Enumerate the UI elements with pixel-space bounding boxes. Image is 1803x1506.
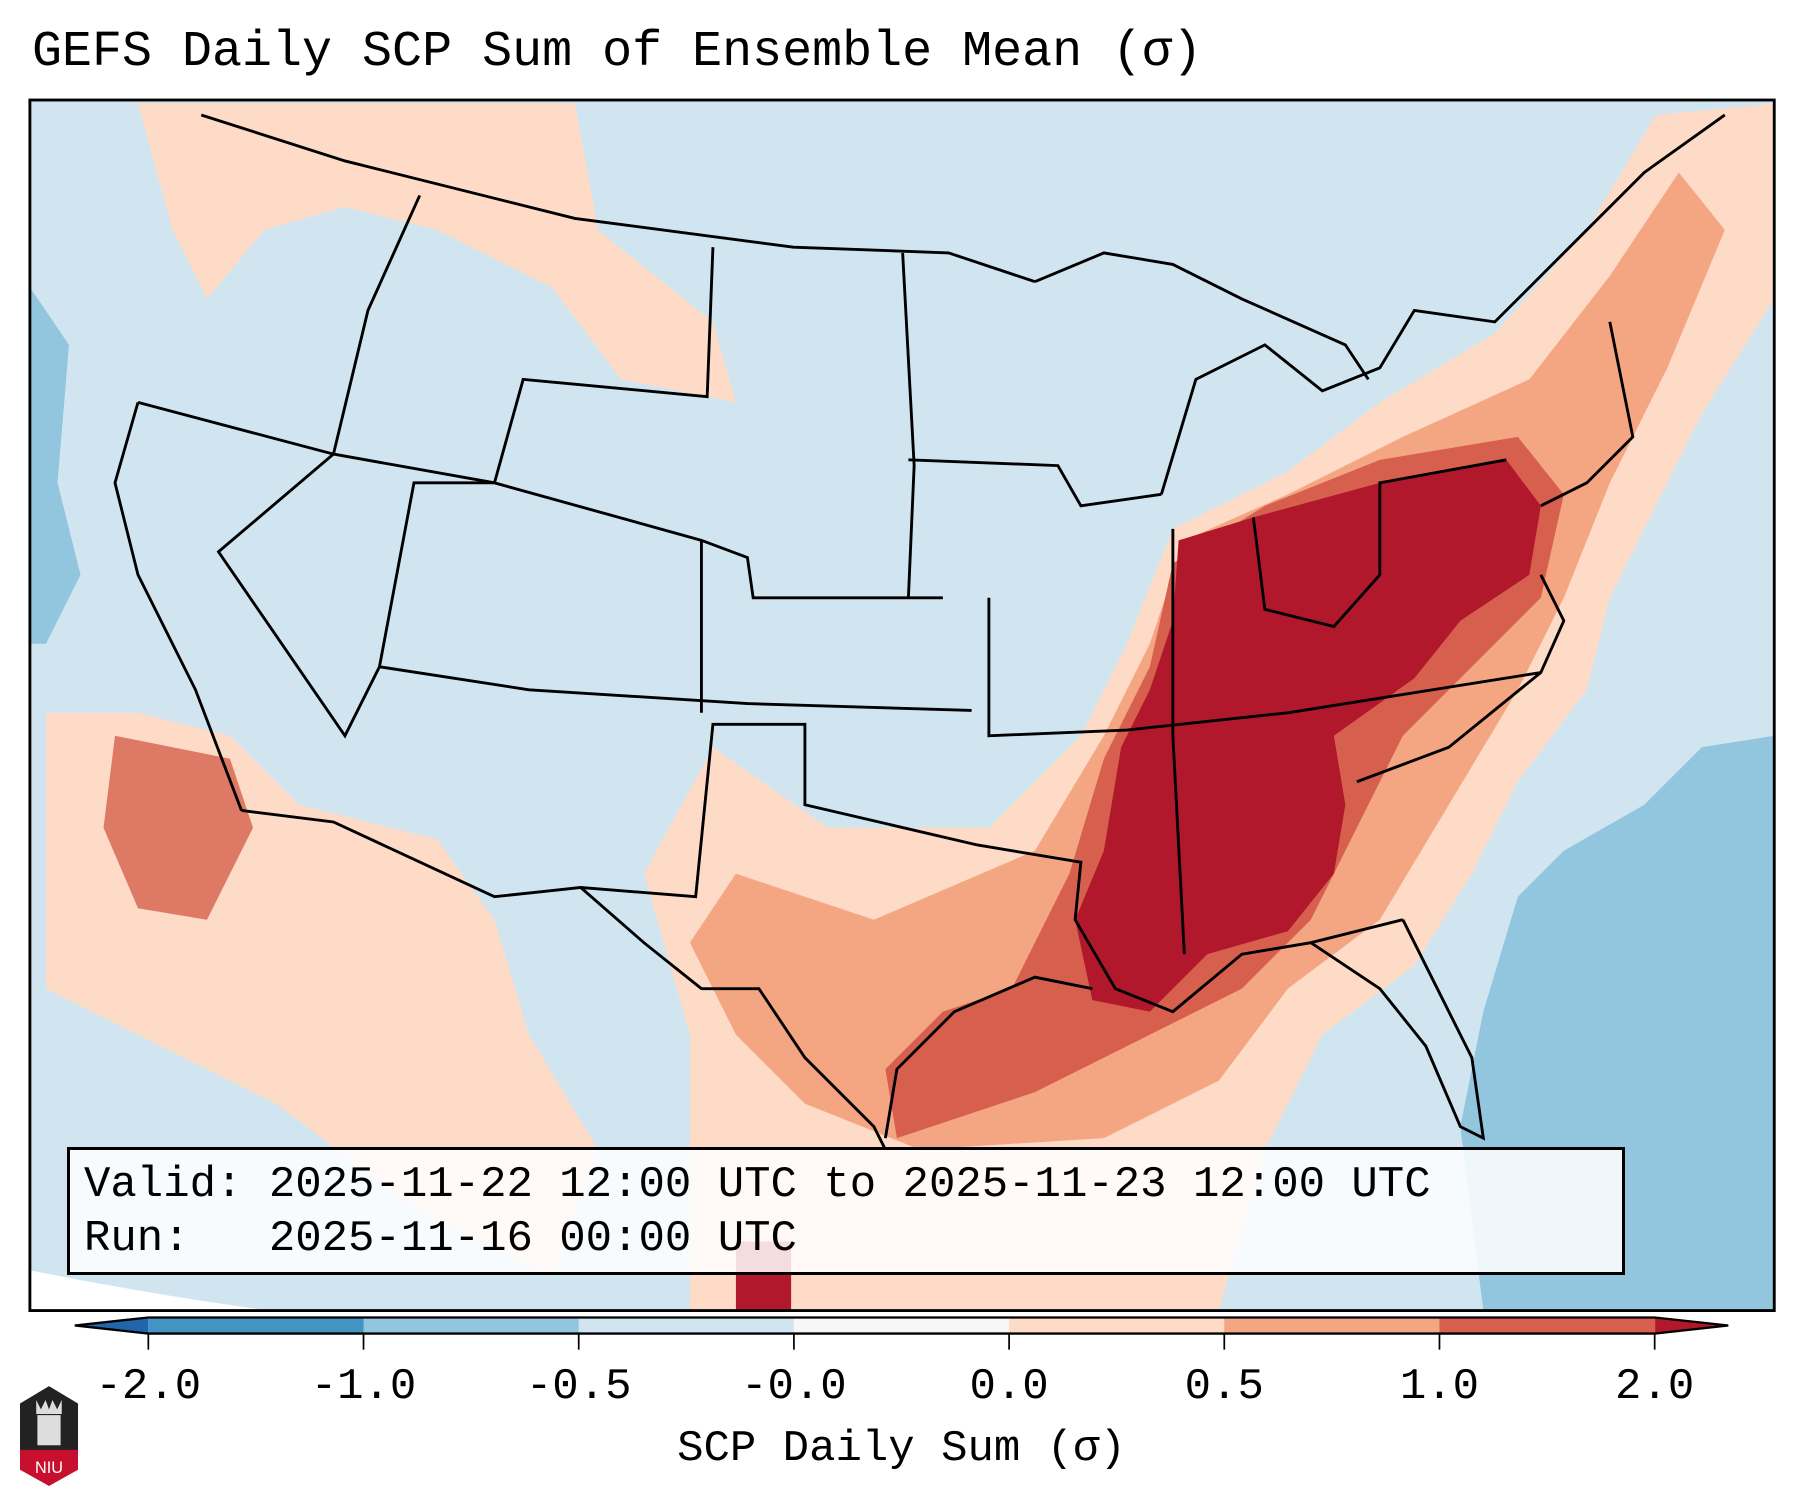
colorbar-tick-label: -1.0 — [310, 1362, 417, 1412]
colorbar-segment — [793, 1317, 1010, 1334]
borders — [113, 113, 1726, 1151]
colorbar-tick-label: 2.0 — [1615, 1362, 1695, 1412]
region-sw-strong — [103, 735, 253, 920]
colorbar-tick-label: -0.5 — [525, 1362, 632, 1412]
colorbar-tick-label: -2.0 — [95, 1362, 202, 1412]
region-nw-light — [137, 103, 736, 403]
colorbar-segment — [148, 1317, 365, 1334]
colorbar-tick-label: 1.0 — [1399, 1362, 1480, 1412]
colorbar-tick-label: 0.5 — [1184, 1362, 1264, 1412]
region-east-extreme — [1075, 459, 1541, 1012]
colorbar-tick-label: 0.0 — [969, 1362, 1049, 1412]
colorbar — [74, 1316, 1729, 1350]
niu-logo: NIU — [20, 1386, 78, 1486]
colorbar-extend-under — [74, 1317, 149, 1334]
svg-text:NIU: NIU — [35, 1459, 63, 1477]
colorbar-segment — [1009, 1317, 1225, 1334]
colorbar-segment — [363, 1317, 580, 1334]
colorbar-segment — [1439, 1317, 1656, 1334]
colorbar-extend-over — [1654, 1317, 1729, 1334]
info-box: Valid: 2025-11-22 12:00 UTC to 2025-11-2… — [67, 1147, 1625, 1275]
colorbar-segment — [578, 1317, 795, 1334]
run-time: Run: 2025-11-16 00:00 UTC — [84, 1214, 797, 1264]
colorbar-segment — [1224, 1317, 1441, 1334]
chart-title: GEFS Daily SCP Sum of Ensemble Mean (σ) — [32, 24, 1203, 81]
valid-time: Valid: 2025-11-22 12:00 UTC to 2025-11-2… — [84, 1160, 1431, 1210]
map-frame — [28, 98, 1776, 1313]
colorbar-label: SCP Daily Sum (σ) — [677, 1424, 1126, 1474]
region-pacific-negative — [29, 287, 81, 644]
colorbar-tick-label: -0.0 — [741, 1362, 847, 1412]
